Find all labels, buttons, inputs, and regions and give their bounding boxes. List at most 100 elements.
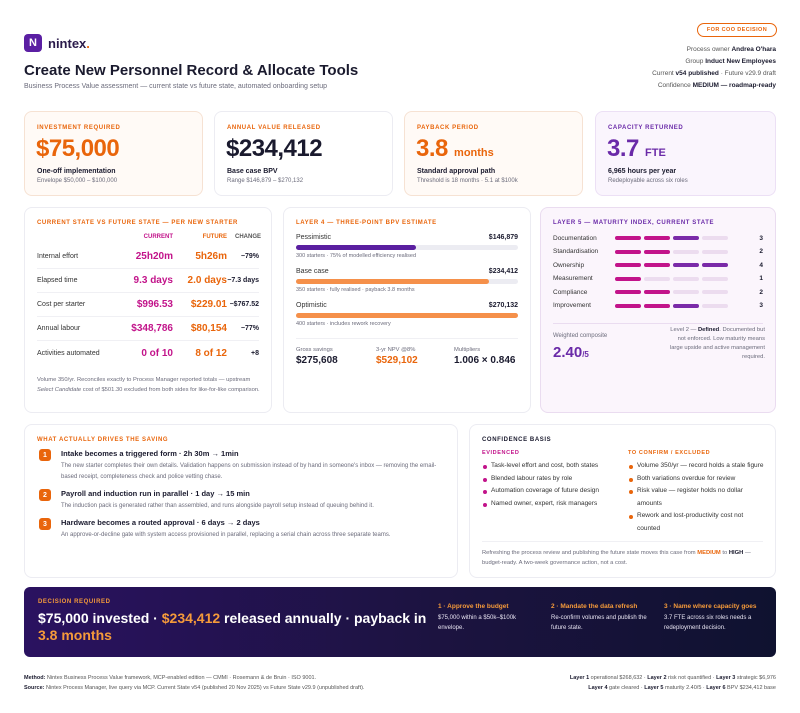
maturity-segment: [644, 290, 670, 294]
maturity-row: Standardisation 2: [553, 248, 763, 255]
decision-banner: DECISION REQUIRED $75,000 invested · $23…: [24, 587, 776, 657]
divider: [553, 323, 763, 324]
bar-label-pessimistic: Pessimistic: [296, 234, 332, 241]
list-item: Automation coverage of future design: [482, 485, 622, 498]
composite-label: Weighted composite: [553, 333, 608, 339]
footer-source: Source: Nintex Process Manager, live que…: [24, 685, 365, 691]
bar-note: 350 starters · fully realised · payback …: [296, 287, 415, 293]
maturity-bar: [615, 276, 728, 281]
kpi-note: Envelope $50,000 – $100,000: [37, 178, 118, 184]
decision-step-1: 1 · Approve the budget $75,000 within a $…: [438, 603, 517, 631]
stat-npv: 3-yr NPV @8% $529,102: [376, 347, 418, 366]
kpi-sub: One-off implementation: [37, 168, 116, 175]
maturity-row: Documentation 3: [553, 234, 763, 242]
list-item: Task-level effort and cost, both states: [482, 460, 622, 473]
list-item: Volume 350/yr — record holds a stale fig…: [628, 460, 764, 473]
decision-label: DECISION REQUIRED: [38, 599, 111, 605]
col-future: FUTURE: [202, 234, 227, 240]
bar-label-optimistic: Optimistic: [296, 302, 327, 309]
confidence-card: CONFIDENCE BASIS EVIDENCED TO CONFIRM / …: [469, 424, 776, 578]
table-row: Activities automated 0 of 10 8 of 12 +8: [37, 347, 259, 359]
maturity-bar: [615, 263, 728, 267]
maturity-row: Improvement 3: [553, 302, 763, 309]
page-title: Create New Personnel Record & Allocate T…: [24, 62, 359, 79]
maturity-segment: [615, 249, 641, 254]
footer-left: Method: Nintex Business Process Value fr…: [24, 673, 464, 693]
bar-track: [296, 279, 518, 284]
maturity-bar: [615, 249, 728, 254]
meta-confidence: Confidence MEDIUM — roadmap-ready: [657, 82, 776, 89]
list-item: Risk value — register holds no dollar am…: [628, 485, 764, 510]
maturity-segment: [702, 249, 728, 254]
list-item: Both variations overdue for review: [628, 473, 764, 486]
bpv-estimate-card: LAYER 4 — THREE-POINT BPV ESTIMATE Pessi…: [283, 207, 531, 413]
bar-label-base: Base case: [296, 268, 329, 275]
table-row: Cost per starter $996.53 $229.01 −$767.52: [37, 293, 259, 317]
maturity-bar: [615, 303, 728, 308]
driver-item: 2 Payroll and induction run in parallel …: [39, 489, 451, 512]
maturity-segment: [673, 263, 699, 267]
list-item: Rework and lost-productivity cost not co…: [628, 510, 764, 535]
maturity-segment: [615, 236, 641, 240]
maturity-segment: [702, 263, 728, 267]
maturity-bar: [615, 290, 728, 294]
kpi-sub: 6,965 hours per year: [608, 168, 677, 175]
decision-step-2: 2 · Mandate the data refresh Re-confirm v…: [551, 603, 647, 631]
kpi-note: Threshold is 18 months · 5.1 at $100k: [417, 178, 518, 184]
maturity-segment: [673, 276, 699, 281]
maturity-row: Measurement 1: [553, 275, 763, 282]
kpi-capacity: CAPACITY RETURNED 3.7 FTE 6,965 hours pe…: [595, 111, 776, 196]
driver-number: 1: [39, 449, 51, 461]
maturity-card: LAYER 5 — MATURITY INDEX, CURRENT STATE …: [540, 207, 776, 413]
maturity-segment: [702, 303, 728, 308]
maturity-segment: [702, 290, 728, 294]
maturity-segment: [702, 236, 728, 240]
bar-fill-pessimistic: [296, 245, 416, 250]
driver-item: 1 Intake becomes a triggered form · 2h 3…: [39, 449, 451, 483]
list-item: Named owner, expert, risk managers: [482, 498, 622, 511]
bar-note: 400 starters · includes rework recovery: [296, 321, 391, 327]
stat-multipliers: Multipliers 1.006 × 0.846: [454, 347, 516, 366]
kpi-value: 3.8 months: [416, 135, 494, 162]
state-label: CURRENT STATE VS FUTURE STATE — PER NEW …: [37, 220, 238, 226]
maturity-segment: [644, 263, 670, 267]
decision-headline: $75,000 invested · $234,412 released ann…: [38, 610, 427, 643]
divider: [296, 338, 518, 339]
maturity-segment: [644, 236, 670, 240]
kpi-investment: INVESTMENT REQUIRED $75,000 One-off impl…: [24, 111, 203, 196]
nintex-logo-icon: N: [24, 34, 42, 52]
maturity-segment: [615, 290, 641, 294]
driver-number: 2: [39, 489, 51, 501]
kpi-label: CAPACITY RETURNED: [608, 125, 684, 131]
kpi-value: $234,412: [226, 135, 323, 162]
kpi-note: Range $146,879 – $270,132: [227, 178, 304, 184]
confidence-label: CONFIDENCE BASIS: [482, 437, 552, 443]
divider: [482, 541, 763, 542]
maturity-segment: [644, 276, 670, 281]
maturity-segment: [673, 249, 699, 254]
col-change: CHANGE: [234, 234, 261, 240]
maturity-segment: [615, 263, 641, 267]
maturity-segment: [615, 276, 641, 281]
drivers-card: WHAT ACTUALLY DRIVES THE SAVING 1 Intake…: [24, 424, 458, 578]
composite-note: Level 2 — Defined. Documented but not en…: [669, 327, 765, 360]
evidenced-list: Task-level effort and cost, both states …: [482, 460, 622, 510]
bar-value-base: $234,412: [488, 268, 518, 275]
bar-value-optimistic: $270,132: [488, 302, 518, 309]
page-subtitle: Business Process Value assessment — curr…: [24, 83, 327, 90]
maturity-segment: [644, 303, 670, 308]
list-item: Blended labour rates by role: [482, 473, 622, 486]
coo-decision-badge: FOR COO DECISION: [697, 23, 777, 37]
to-confirm-list: Volume 350/yr — record holds a stale fig…: [628, 460, 764, 535]
kpi-label: ANNUAL VALUE RELEASED: [227, 125, 321, 131]
footer-method: Method: Nintex Business Process Value fr…: [24, 675, 317, 681]
driver-number: 3: [39, 518, 51, 530]
bar-track: [296, 313, 518, 318]
maturity-segment: [702, 276, 728, 281]
kpi-value: $75,000: [36, 135, 120, 162]
bar-fill-base: [296, 279, 490, 284]
table-row: Annual labour $348,786 $80,154 −77%: [37, 317, 259, 341]
kpi-annual-value: ANNUAL VALUE RELEASED $234,412 Base case…: [214, 111, 393, 196]
col-current: CURRENT: [143, 234, 173, 240]
meta-version: Current v54 published · Future v29.9 dra…: [652, 70, 776, 77]
